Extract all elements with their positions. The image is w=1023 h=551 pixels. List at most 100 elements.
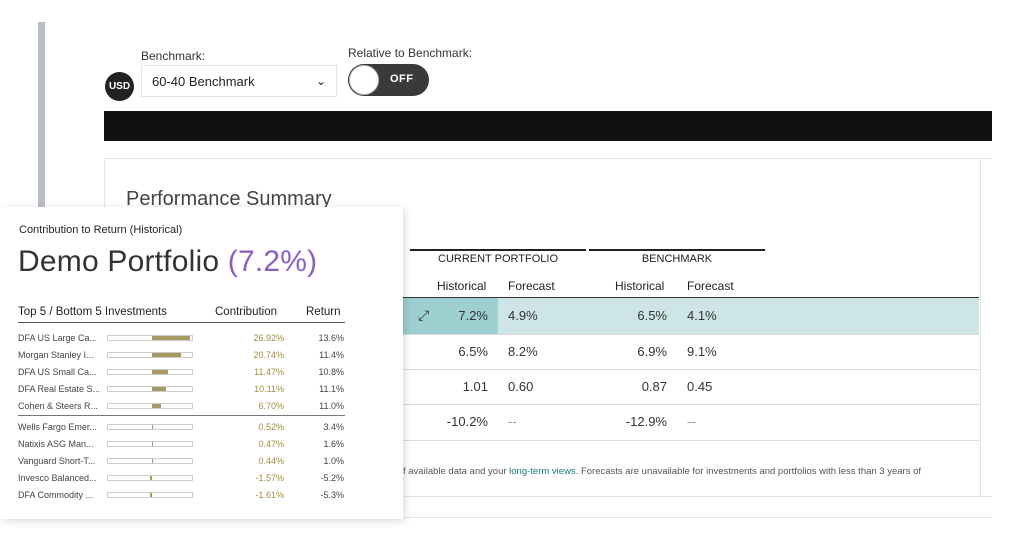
contribution-bar-track: [107, 352, 193, 358]
long-term-views-link[interactable]: long-term views: [509, 466, 576, 477]
row3-current-historical: -10.2%: [446, 414, 488, 429]
investment-row: DFA Real Estate S... 10.11% 11.1%: [18, 382, 345, 399]
contribution-bar-track: [107, 424, 193, 430]
contribution-bar-track: [107, 492, 193, 498]
contribution-bar-track: [107, 369, 193, 375]
popup-title: Demo Portfolio (7.2%): [18, 245, 317, 279]
hdr-return: Return: [306, 306, 341, 318]
investment-return: 11.0%: [319, 401, 344, 411]
investment-contribution: -1.61%: [255, 490, 284, 500]
portfolio-return: (7.2%): [227, 245, 318, 278]
investment-contribution: 6.70%: [258, 401, 284, 411]
contribution-bar: [152, 459, 153, 463]
row0-current-forecast: 4.9%: [508, 308, 538, 323]
benchmark-header: BENCHMARK: [589, 249, 765, 269]
row-divider: [403, 369, 979, 370]
contribution-bar: [149, 476, 152, 480]
contribution-bar-track: [107, 386, 193, 392]
investment-contribution: 0.52%: [258, 422, 284, 432]
investment-return: 10.8%: [318, 367, 344, 377]
footnote-text-2: . Forecasts are unavailable for investme…: [575, 466, 922, 477]
highlighted-row[interactable]: [403, 298, 979, 334]
investment-contribution: 20.74%: [253, 350, 284, 360]
investment-row: Morgan Stanley I... 20.74% 11.4%: [18, 348, 345, 365]
investment-row: DFA US Small Ca... 11.47% 10.8%: [18, 365, 345, 382]
highlighted-cell: [403, 298, 498, 334]
expand-icon[interactable]: ⤢: [418, 307, 430, 323]
investment-row: Natixis ASG Man... 0.47% 1.6%: [18, 437, 345, 454]
contribution-bar-track: [107, 458, 193, 464]
investment-name: DFA Real Estate S...: [18, 384, 101, 394]
row2-current-historical: 1.01: [462, 379, 488, 394]
contribution-bar: [152, 370, 169, 374]
popup-mid-divider: [18, 415, 345, 416]
table-header-divider: [403, 297, 979, 298]
contribution-bar: [152, 336, 190, 340]
contribution-bar-track: [107, 475, 193, 481]
investment-contribution: -1.57%: [255, 473, 284, 483]
row2-current-forecast: 0.60: [508, 379, 534, 394]
investment-name: Vanguard Short-T...: [18, 456, 96, 466]
row-divider: [403, 334, 979, 335]
chevron-down-icon: ⌄: [315, 74, 326, 88]
performance-summary-title: Performance Summary: [126, 188, 332, 210]
investment-name: Wells Fargo Emer...: [18, 422, 97, 432]
investment-name: DFA US Large Ca...: [18, 333, 98, 343]
row2-benchmark-historical: 0.87: [641, 379, 667, 394]
investment-return: 11.1%: [319, 384, 344, 394]
investment-row: Wells Fargo Emer... 0.52% 3.4%: [18, 420, 345, 437]
row1-current-historical: 6.5%: [458, 344, 488, 359]
investment-contribution: 10.11%: [254, 384, 284, 394]
section-header-bar: [104, 111, 992, 141]
contribution-bar: [152, 425, 153, 429]
row3-benchmark-forecast: --: [687, 414, 696, 429]
popup-subtitle: Contribution to Return (Historical): [19, 224, 183, 236]
row1-benchmark-historical: 6.9%: [637, 344, 667, 359]
contribution-bar: [152, 387, 167, 391]
investment-return: 3.4%: [323, 422, 344, 432]
popup-header-divider: [18, 322, 345, 323]
col-benchmark-forecast: Forecast: [687, 279, 734, 293]
contribution-bar: [152, 404, 162, 408]
benchmark-select-value: 60-40 Benchmark: [152, 73, 255, 89]
contribution-bar: [152, 353, 182, 357]
contribution-bar-track: [107, 403, 193, 409]
divider: [403, 517, 992, 518]
footnote: f available data and your long-term view…: [403, 466, 921, 477]
investment-return: 13.6%: [318, 333, 344, 343]
row2-benchmark-forecast: 0.45: [687, 379, 713, 394]
row0-benchmark-historical: 6.5%: [637, 308, 667, 323]
row0-current-historical: 7.2%: [458, 308, 488, 323]
investment-name: DFA US Small Ca...: [18, 367, 97, 377]
investment-row: DFA US Large Ca... 26.92% 13.6%: [18, 331, 345, 348]
hdr-contribution: Contribution: [215, 306, 278, 318]
footnote-text: f available data and your: [403, 466, 510, 477]
investment-contribution: 11.47%: [254, 367, 284, 377]
investment-contribution: 26.92%: [253, 333, 284, 343]
row-divider: [403, 404, 979, 405]
investment-row: DFA Commodity ... -1.61% -5.3%: [18, 488, 345, 505]
row0-benchmark-forecast: 4.1%: [687, 308, 717, 323]
benchmark-label: Benchmark:: [141, 49, 206, 63]
panel-border: [104, 496, 992, 497]
investment-name: Morgan Stanley I...: [18, 350, 94, 360]
row-divider: [403, 440, 979, 441]
investment-return: 11.4%: [319, 350, 344, 360]
panel-border: [980, 158, 981, 498]
investment-name: Invesco Balanced...: [18, 473, 97, 483]
col-benchmark-historical: Historical: [615, 279, 665, 293]
col-current-historical: Historical: [437, 279, 487, 293]
toggle-state-label: OFF: [390, 73, 414, 85]
relative-benchmark-toggle[interactable]: OFF: [348, 64, 429, 96]
benchmark-select[interactable]: 60-40 Benchmark ⌄: [141, 65, 337, 97]
investment-row: Cohen & Steers R... 6.70% 11.0%: [18, 399, 345, 416]
row3-current-forecast: --: [508, 414, 517, 429]
contribution-bar-track: [107, 441, 193, 447]
relative-benchmark-label: Relative to Benchmark:: [348, 46, 473, 60]
currency-badge[interactable]: USD: [105, 72, 134, 101]
panel-border: [104, 158, 992, 159]
row3-benchmark-historical: -12.9%: [625, 414, 667, 429]
left-rail: [38, 22, 45, 222]
investment-return: 1.0%: [323, 456, 344, 466]
investment-name: DFA Commodity ...: [18, 490, 94, 500]
